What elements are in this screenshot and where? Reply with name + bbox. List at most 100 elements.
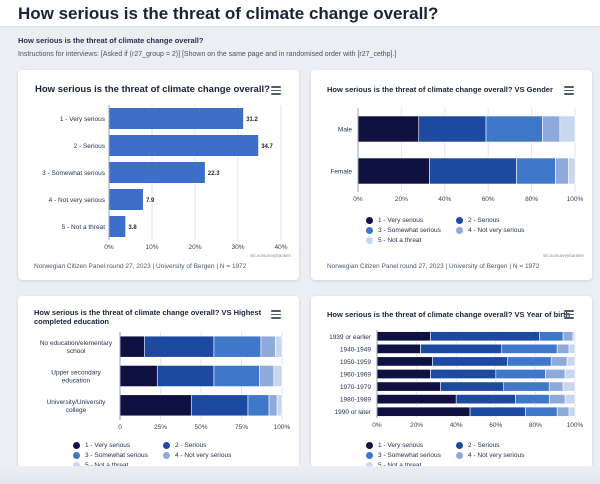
- legend-item[interactable]: 2 - Serious: [456, 217, 499, 224]
- chart-credit[interactable]: skl.no/surveybanken: [250, 253, 292, 258]
- bar-segment: [539, 331, 564, 342]
- legend-swatch-icon: [366, 452, 373, 459]
- legend-item[interactable]: 5 - Not a threat: [366, 237, 421, 244]
- bar-segment: [568, 157, 576, 185]
- legend-label: 1 - Very serious: [85, 442, 131, 449]
- x-tick-label: 60%: [489, 422, 502, 429]
- legend-label: 4 - Not very serious: [175, 452, 232, 459]
- legend-swatch-icon: [73, 452, 80, 459]
- category-label: 5 - Not a threat: [62, 224, 106, 231]
- bar-segment: [432, 356, 508, 367]
- category-label: Upper secondary: [51, 370, 101, 377]
- data-label: 34.7: [261, 144, 273, 150]
- x-tick-label: 0: [118, 424, 122, 431]
- bar-segment: [376, 394, 457, 405]
- bar-segment: [430, 331, 540, 342]
- bar-segment: [420, 343, 503, 354]
- bar-segment: [564, 369, 576, 379]
- legend-label: 3 - Somewhat serious: [378, 227, 441, 234]
- category-label: 1950-1959: [340, 359, 371, 366]
- bar-segment: [357, 157, 430, 185]
- data-label: 31.2: [246, 117, 258, 123]
- bar-segment: [550, 356, 568, 367]
- bar-segment: [276, 394, 283, 417]
- category-label: school: [67, 348, 86, 355]
- x-tick-label: 60%: [482, 196, 495, 203]
- category-label: 1970-1979: [340, 384, 371, 391]
- legend-swatch-icon: [366, 462, 373, 468]
- bar-segment: [429, 157, 517, 185]
- chart-source-footnote: Norwegian Citizen Panel round 27, 2023 |…: [34, 263, 247, 270]
- legend-item[interactable]: 2 - Serious: [163, 442, 206, 449]
- chart-menu-icon[interactable]: [271, 310, 281, 319]
- chart-menu-icon[interactable]: [564, 86, 574, 95]
- legend-item[interactable]: 1 - Very serious: [366, 442, 423, 449]
- bar-segment: [376, 343, 421, 354]
- bar-segment: [556, 406, 570, 417]
- legend-item[interactable]: 5 - Not a threat: [73, 462, 128, 468]
- chart-card-education: How serious is the threat of climate cha…: [18, 296, 299, 468]
- bar-segment: [376, 406, 471, 417]
- bar-segment: [376, 369, 431, 379]
- category-label: education: [62, 378, 91, 385]
- legend-item[interactable]: 4 - Not very serious: [163, 452, 231, 459]
- bar-segment: [562, 381, 576, 392]
- x-tick-label: 80%: [529, 422, 542, 429]
- chart-card-gender: How serious is the threat of climate cha…: [311, 70, 592, 280]
- bar-segment: [119, 335, 145, 358]
- x-tick-label: 0%: [104, 244, 114, 251]
- bar-segment: [503, 381, 550, 392]
- bar-segment: [213, 335, 262, 358]
- legend-swatch-icon: [456, 227, 463, 234]
- legend-item[interactable]: 2 - Serious: [456, 442, 499, 449]
- legend-item[interactable]: 3 - Somewhat serious: [366, 452, 441, 459]
- bar: [109, 216, 126, 237]
- bar-segment: [430, 369, 497, 379]
- bar-segment: [566, 356, 576, 367]
- x-tick-label: 75%: [235, 424, 248, 431]
- category-label: 1960-1969: [340, 372, 371, 379]
- bar-segment: [119, 394, 192, 417]
- education-chart-svg: 0 25% 50% 75% 100% No education/elementarysch…: [40, 332, 291, 431]
- legend-label: 2 - Serious: [468, 442, 500, 449]
- data-label: 7.9: [146, 198, 155, 204]
- chart-legend-education: 1 - Very serious 2 - Serious 3 - Somewhat …: [18, 296, 299, 468]
- bar: [109, 189, 143, 210]
- legend-item[interactable]: 3 - Somewhat serious: [366, 227, 441, 234]
- category-label: Female: [330, 169, 352, 176]
- x-tick-label: 100%: [567, 196, 584, 203]
- bar-segment: [259, 365, 275, 387]
- chart-menu-icon[interactable]: [271, 86, 281, 95]
- bar-segment: [260, 335, 276, 358]
- data-label: 3.8: [128, 225, 137, 231]
- legend-label: 5 - Not a threat: [378, 462, 422, 468]
- chart-menu-icon[interactable]: [564, 310, 574, 319]
- legend-label: 5 - Not a threat: [378, 237, 422, 244]
- bar: [109, 162, 205, 183]
- legend-swatch-icon: [73, 462, 80, 468]
- x-tick-label: 10%: [145, 244, 158, 251]
- chart-legend-gender: 1 - Very serious 2 - Serious 3 - Somewhat …: [311, 70, 592, 280]
- category-label: Male: [338, 127, 352, 134]
- legend-item[interactable]: 1 - Very serious: [73, 442, 130, 449]
- legend-label: 4 - Not very serious: [468, 452, 525, 459]
- bar-segment: [568, 406, 576, 417]
- legend-item[interactable]: 4 - Not very serious: [456, 227, 524, 234]
- page-header: How serious is the threat of climate cha…: [0, 0, 600, 27]
- legend-label: 5 - Not a threat: [85, 462, 129, 468]
- chart-credit[interactable]: skl.no/surveybanken: [543, 253, 585, 258]
- legend-label: 3 - Somewhat serious: [378, 452, 441, 459]
- legend-item[interactable]: 1 - Very serious: [366, 217, 423, 224]
- data-label: 22.3: [208, 171, 220, 177]
- legend-label: 4 - Not very serious: [468, 227, 525, 234]
- bar-segment: [542, 115, 561, 143]
- bar-segment: [144, 335, 215, 358]
- category-label: 1939 or earlier: [329, 334, 372, 341]
- bar-segment: [268, 394, 278, 417]
- legend-item[interactable]: 4 - Not very serious: [456, 452, 524, 459]
- bar-segment: [275, 335, 283, 358]
- bar-segment: [247, 394, 270, 417]
- bar-segment: [501, 343, 558, 354]
- legend-item[interactable]: 5 - Not a threat: [366, 462, 421, 468]
- legend-item[interactable]: 3 - Somewhat serious: [73, 452, 148, 459]
